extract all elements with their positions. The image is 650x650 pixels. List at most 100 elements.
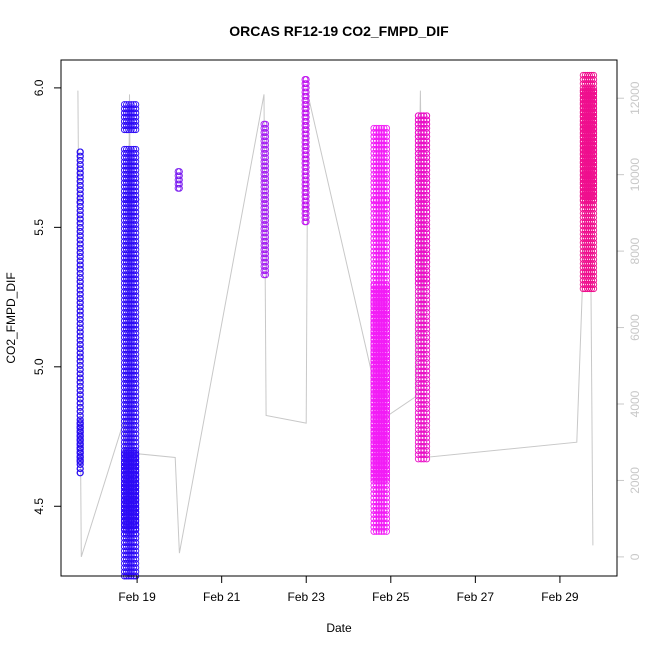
data-point — [423, 233, 431, 241]
data-point — [590, 209, 598, 217]
data-point — [383, 191, 391, 199]
data-point — [383, 341, 391, 348]
data-point — [132, 109, 140, 117]
data-point — [123, 191, 130, 199]
data-point — [76, 452, 84, 460]
data-point — [262, 149, 270, 157]
data-point — [423, 313, 431, 321]
data-point — [586, 166, 593, 174]
data-point — [120, 145, 128, 153]
data-point — [586, 255, 593, 263]
data-point — [76, 232, 84, 240]
data-point — [590, 214, 598, 222]
data-point — [76, 244, 84, 252]
data-point — [130, 525, 138, 533]
data-point — [586, 222, 593, 230]
data-point — [76, 148, 84, 156]
data-point — [120, 483, 128, 491]
data-point — [120, 113, 128, 121]
data-point — [76, 357, 84, 365]
data-point — [130, 237, 138, 245]
data-point — [120, 384, 128, 392]
data-point — [130, 196, 138, 203]
data-point — [120, 204, 128, 212]
data-point — [383, 145, 391, 153]
data-point — [423, 170, 431, 178]
data-point — [76, 253, 84, 261]
data-point — [130, 516, 138, 524]
data-point — [76, 152, 84, 160]
data-point — [590, 175, 598, 182]
data-point — [123, 117, 130, 125]
data-point — [383, 226, 391, 234]
data-point — [120, 183, 128, 191]
data-point — [423, 183, 431, 191]
data-point — [588, 162, 596, 170]
data-point — [586, 264, 593, 272]
data-point — [383, 187, 391, 195]
data-point — [132, 363, 140, 371]
data-point — [132, 179, 140, 187]
data-point — [130, 191, 138, 199]
data-point — [383, 137, 391, 145]
data-point — [423, 262, 431, 270]
data-point — [123, 105, 130, 113]
data-point — [76, 444, 84, 452]
series-rf14 — [174, 168, 183, 192]
data-point — [123, 516, 130, 524]
data-point — [132, 196, 140, 203]
data-point — [302, 109, 310, 117]
data-point — [120, 474, 128, 482]
data-point — [262, 221, 270, 229]
data-point — [120, 126, 128, 134]
data-point — [120, 491, 128, 499]
data-point — [423, 375, 431, 383]
data-point — [423, 430, 431, 438]
data-point — [130, 551, 138, 559]
data-point — [588, 103, 596, 111]
data-point — [120, 246, 128, 254]
data-point — [123, 166, 130, 174]
data-point — [423, 447, 431, 454]
data-point — [123, 225, 130, 233]
data-point — [120, 350, 128, 358]
data-point — [590, 243, 598, 251]
data-point — [383, 222, 391, 230]
data-point — [588, 276, 596, 284]
data-point — [383, 428, 391, 436]
data-point — [130, 262, 138, 270]
data-point — [130, 495, 138, 503]
data-point — [590, 260, 598, 268]
data-point — [123, 413, 130, 421]
data-point — [120, 162, 128, 170]
x-tick-label: Feb 29 — [541, 590, 579, 604]
data-point — [132, 313, 140, 321]
data-point — [76, 278, 84, 286]
data-point — [262, 242, 270, 249]
data-point — [586, 154, 593, 162]
data-point — [123, 426, 130, 434]
data-point — [262, 246, 270, 254]
data-point — [590, 235, 598, 242]
data-point — [123, 275, 130, 283]
data-point — [262, 212, 270, 220]
data-point — [383, 345, 391, 353]
data-point — [383, 466, 391, 474]
data-point — [175, 168, 183, 176]
data-point — [123, 564, 130, 572]
data-point — [132, 375, 140, 383]
x-tick-label: Feb 23 — [288, 590, 326, 604]
data-point — [76, 236, 84, 244]
data-point — [590, 183, 598, 191]
data-point — [120, 338, 128, 346]
data-point — [423, 317, 431, 325]
data-point — [302, 113, 310, 121]
data-point — [590, 149, 598, 157]
data-point — [586, 149, 593, 157]
data-point — [76, 407, 84, 415]
data-point — [120, 250, 128, 258]
data-point — [130, 483, 138, 491]
data-point — [76, 469, 84, 477]
data-point — [383, 230, 391, 238]
data-point — [130, 559, 138, 567]
